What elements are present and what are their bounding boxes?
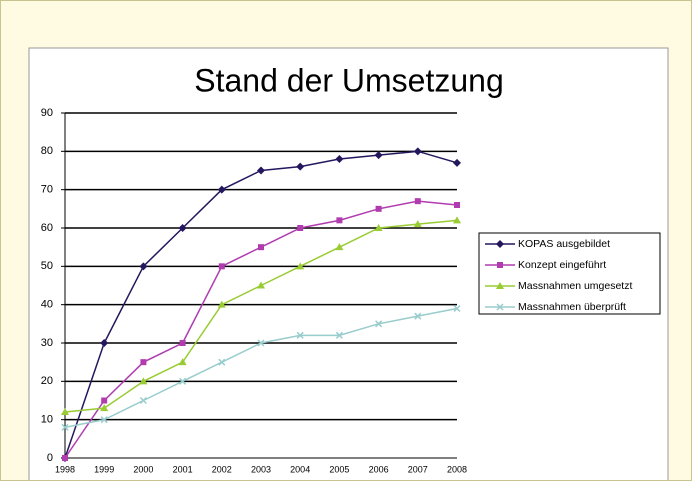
marker: [257, 166, 265, 175]
x-tick-label: 1998: [55, 464, 75, 474]
marker: [139, 262, 148, 271]
legend-label: Konzept eingeführt: [518, 259, 606, 271]
legend-label: Massnahmen überprüft: [518, 301, 626, 313]
marker: [296, 262, 305, 270]
x-tick-label: 2006: [369, 464, 389, 474]
y-tick-label: 70: [41, 184, 53, 196]
marker: [374, 151, 383, 160]
marker: [296, 162, 305, 171]
marker: [375, 320, 383, 328]
marker: [100, 416, 108, 424]
marker: [61, 408, 69, 415]
marker: [139, 377, 148, 385]
y-tick-label: 30: [41, 337, 53, 349]
marker: [178, 358, 187, 366]
legend-label: Massnahmen umgesetzt: [518, 280, 632, 292]
marker: [496, 240, 504, 248]
y-tick-label: 50: [41, 260, 53, 272]
marker: [61, 423, 69, 431]
marker: [218, 263, 225, 270]
marker: [413, 147, 422, 156]
marker: [140, 359, 147, 366]
marker: [257, 339, 265, 347]
marker: [335, 155, 344, 163]
marker: [218, 358, 226, 366]
x-tick-label: 2004: [290, 464, 310, 474]
y-tick-label: 80: [41, 145, 53, 157]
x-tick-label: 2008: [447, 464, 467, 474]
marker: [100, 404, 109, 412]
y-tick-label: 20: [41, 375, 53, 387]
marker: [453, 304, 461, 313]
x-tick-label: 1999: [94, 464, 114, 474]
marker: [178, 224, 187, 232]
y-tick-label: 90: [41, 107, 53, 119]
x-tick-label: 2000: [133, 464, 153, 474]
marker: [139, 396, 147, 405]
legend: [478, 232, 661, 315]
marker: [413, 220, 422, 228]
marker: [374, 224, 383, 231]
y-tick-label: 40: [41, 299, 53, 311]
marker: [496, 282, 504, 289]
marker: [296, 331, 304, 339]
marker: [100, 339, 109, 347]
x-tick-label: 2005: [329, 464, 349, 474]
marker: [414, 198, 421, 205]
marker: [454, 202, 460, 208]
marker: [336, 217, 343, 224]
marker: [101, 397, 108, 404]
marker: [453, 158, 461, 167]
marker: [335, 243, 344, 251]
marker: [258, 244, 264, 251]
marker: [217, 300, 226, 308]
marker: [217, 185, 226, 194]
x-tick-label: 2003: [251, 464, 271, 474]
marker: [453, 216, 461, 224]
x-tick-label: 2002: [212, 464, 232, 474]
marker: [496, 303, 504, 311]
x-tick-label: 2007: [408, 464, 428, 474]
marker: [414, 312, 422, 320]
x-tick-label: 2001: [173, 464, 193, 474]
marker: [179, 377, 187, 385]
marker: [62, 455, 68, 461]
marker: [297, 225, 304, 231]
marker: [257, 281, 265, 289]
chart-title: Stand der Umsetzung: [194, 62, 504, 98]
legend-label: KOPAS ausgebildet: [518, 238, 610, 250]
y-tick-label: 10: [41, 414, 53, 426]
y-tick-label: 60: [41, 222, 53, 234]
marker: [335, 331, 343, 339]
marker: [497, 262, 503, 268]
y-tick-label: 0: [47, 452, 53, 464]
marker: [179, 340, 186, 346]
marker: [375, 205, 382, 212]
